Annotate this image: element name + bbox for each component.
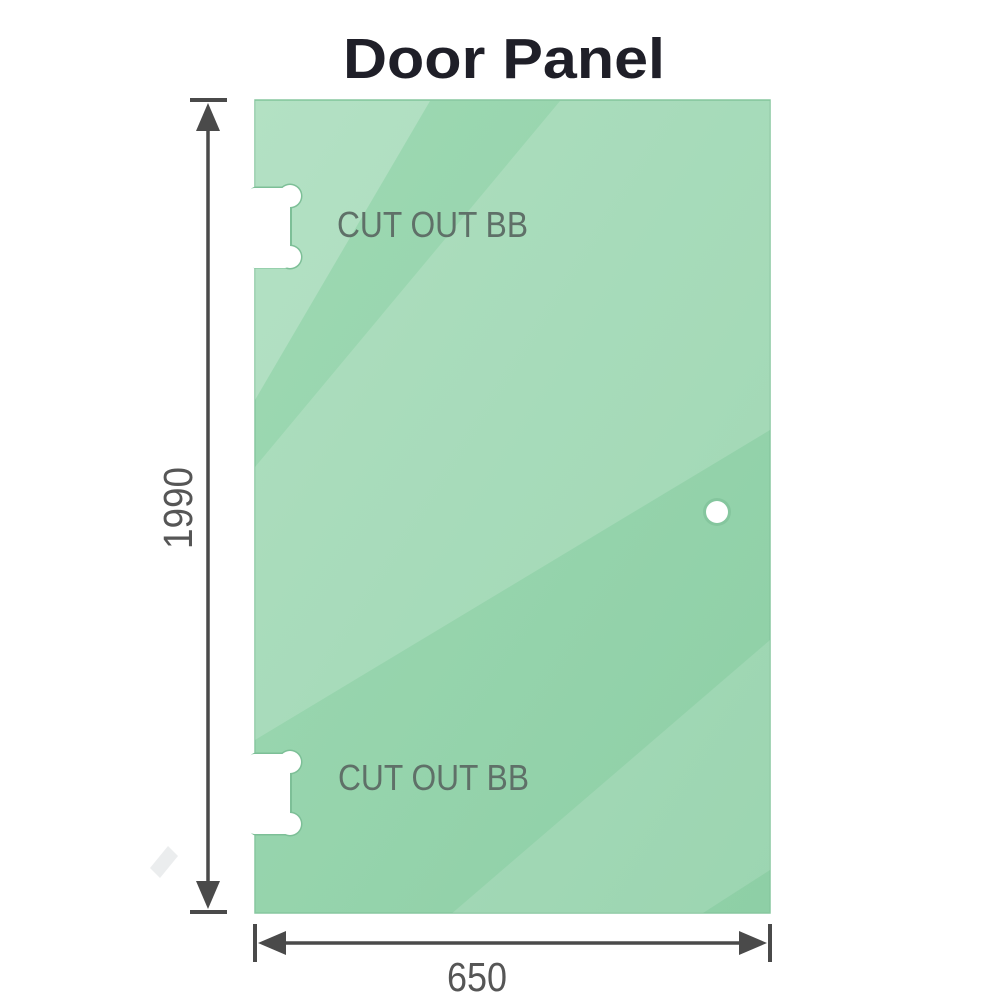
arrow-down-icon bbox=[196, 881, 220, 909]
handle-hole-center bbox=[706, 501, 728, 523]
width-dimension: 650 bbox=[253, 924, 772, 1000]
glass-panel-body bbox=[254, 99, 771, 914]
hinge-cutout-top bbox=[249, 183, 303, 270]
page-title: Door Panel bbox=[343, 27, 665, 91]
arrow-up-icon bbox=[196, 103, 220, 131]
glass-sheen-top-left bbox=[255, 101, 430, 400]
arrow-right-icon bbox=[739, 931, 767, 955]
height-dimension-label: 1990 bbox=[155, 467, 201, 549]
arrow-left-icon bbox=[258, 931, 286, 955]
hinge-cutout-top-hole bbox=[249, 185, 301, 268]
smudge-artifact bbox=[150, 846, 178, 878]
handle-hole bbox=[703, 498, 731, 526]
cutout-top-label: CUT OUT BB bbox=[337, 204, 528, 245]
hinge-cutout-bottom bbox=[249, 749, 303, 837]
glass-sheen-center-band bbox=[255, 101, 770, 740]
glass-sheen-bottom bbox=[452, 640, 770, 913]
glass-panel bbox=[254, 99, 771, 914]
cutout-bottom-label: CUT OUT BB bbox=[338, 757, 529, 798]
width-dimension-label: 650 bbox=[447, 954, 507, 1000]
hinge-cutout-bottom-hole bbox=[249, 751, 301, 835]
height-dimension: 1990 bbox=[155, 98, 227, 914]
